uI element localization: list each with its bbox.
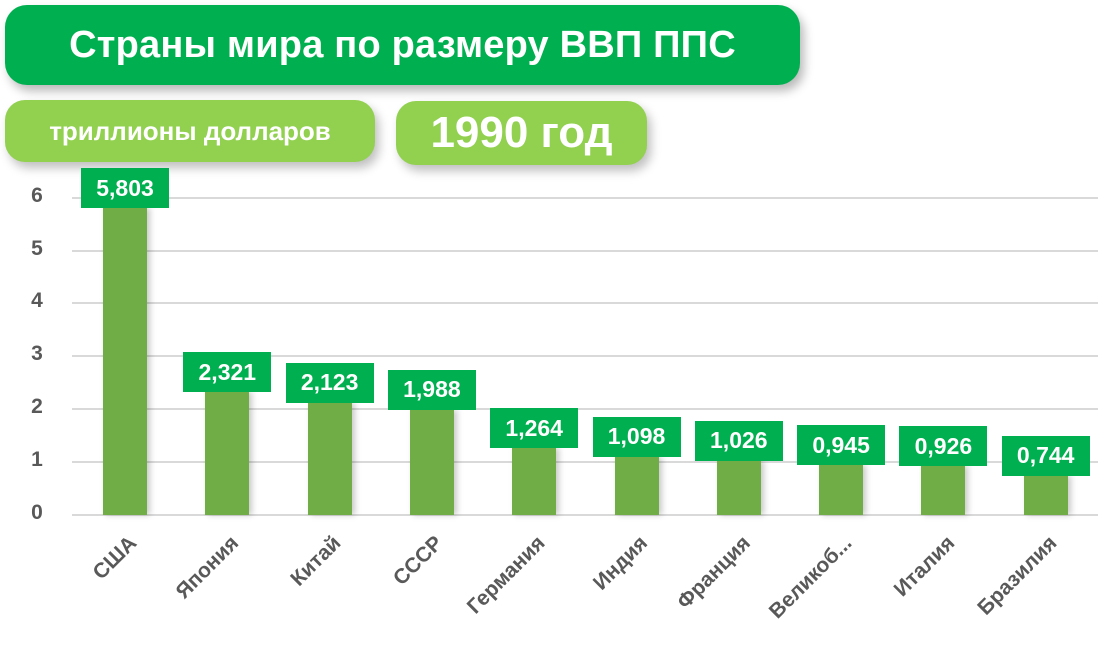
data-label: 2,123: [285, 362, 374, 403]
x-axis-category-label: Германия: [463, 531, 550, 619]
x-axis-category-label: СССР: [389, 531, 448, 590]
data-label: 1,026: [694, 420, 783, 461]
gridline: [72, 355, 1098, 358]
gridline: [72, 196, 1098, 199]
bar: [921, 466, 966, 515]
x-axis-category-label: Великоб...: [765, 531, 857, 624]
y-axis-tick-label: 4: [31, 289, 43, 313]
x-axis-category-label: Франция: [672, 531, 755, 614]
y-axis-tick-label: 5: [31, 236, 43, 260]
bar: [716, 460, 761, 515]
data-label: 1,098: [592, 416, 681, 457]
y-axis-tick-label: 0: [31, 501, 43, 524]
y-axis-tick-label: 3: [31, 342, 43, 366]
data-label: 0,926: [899, 426, 988, 466]
bar: [1023, 475, 1068, 515]
x-axis-category-label: Япония: [171, 531, 244, 604]
y-axis-tick-label: 1: [31, 448, 43, 472]
gridline: [72, 408, 1098, 411]
x-axis-category-label: Бразилия: [973, 531, 1062, 620]
y-axis-tick-label: 6: [31, 183, 43, 207]
gridline: [72, 302, 1098, 305]
gridline: [72, 514, 1098, 516]
data-label: 1,988: [387, 369, 476, 410]
x-axis-category-label: Китай: [286, 531, 346, 591]
data-label: 0,945: [797, 425, 886, 465]
bar: [307, 402, 352, 515]
bar: [819, 465, 864, 515]
x-axis-category-label: Индия: [589, 531, 653, 595]
bar: [614, 456, 659, 515]
bar: [103, 208, 147, 515]
data-label: 2,321: [183, 352, 272, 393]
data-label: 0,744: [1001, 435, 1090, 476]
y-axis-tick-label: 2: [31, 395, 43, 419]
chart-title: Страны мира по размеру ВВП ППС: [5, 5, 800, 85]
data-label: 1,264: [490, 408, 579, 449]
x-axis-category-label: Италия: [889, 531, 960, 602]
data-label: 5,803: [81, 168, 169, 209]
bar: [205, 392, 250, 515]
bar: [512, 448, 557, 515]
bar: [409, 409, 454, 515]
gridline: [72, 249, 1098, 252]
year-badge: 1990 год: [396, 101, 647, 165]
unit-badge: триллионы долларов: [5, 100, 375, 162]
gridline: [72, 461, 1098, 464]
x-axis-category-label: США: [88, 531, 141, 585]
